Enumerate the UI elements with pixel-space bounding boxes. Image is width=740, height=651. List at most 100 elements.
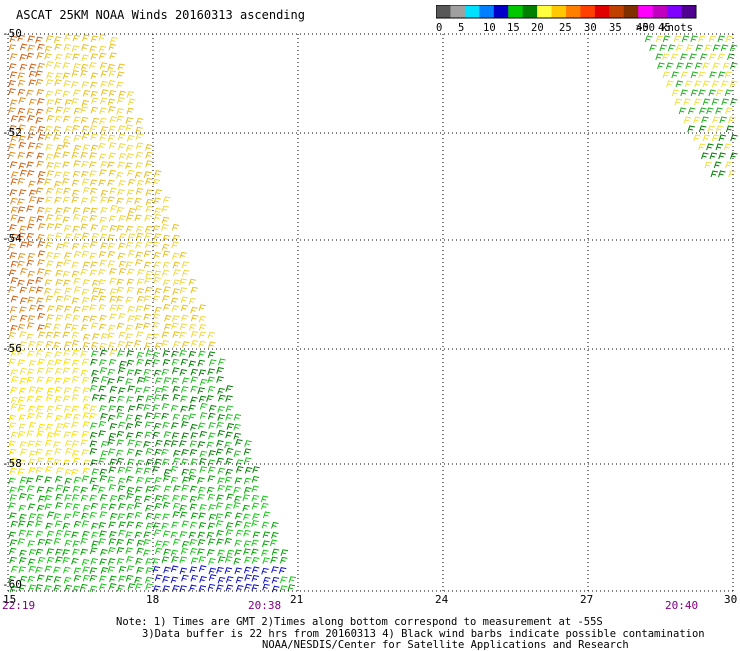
wind-barb xyxy=(72,540,80,548)
wind-barb xyxy=(100,196,108,204)
wind-barb xyxy=(217,387,225,395)
wind-barb xyxy=(18,529,27,537)
wind-barb xyxy=(37,556,46,564)
wind-barb xyxy=(662,35,671,43)
wind-barb xyxy=(45,340,54,348)
wind-barb xyxy=(73,160,81,167)
wind-barb xyxy=(181,421,189,428)
wind-barb xyxy=(116,278,124,286)
wind-barb xyxy=(82,467,90,475)
wind-barb xyxy=(154,189,163,196)
wind-barb xyxy=(8,63,17,70)
wind-barb xyxy=(718,170,726,178)
wind-barb xyxy=(154,287,162,295)
wind-barb xyxy=(162,540,170,548)
wind-barb xyxy=(9,189,18,196)
wind-barb xyxy=(46,486,54,494)
wind-barb xyxy=(26,170,35,177)
wind-barb xyxy=(19,549,27,557)
wind-barb xyxy=(71,468,79,476)
wind-barb xyxy=(35,395,43,403)
wind-barb xyxy=(80,215,89,223)
wind-barb xyxy=(55,314,63,322)
wind-barb xyxy=(53,152,61,159)
wind-barb xyxy=(90,558,98,565)
wind-barb xyxy=(36,504,45,512)
wind-barb xyxy=(181,484,189,492)
wind-barb xyxy=(687,107,696,115)
wind-barb xyxy=(243,457,252,464)
wind-barb xyxy=(62,367,71,375)
wind-barb xyxy=(107,80,116,87)
wind-barb xyxy=(81,512,89,520)
wind-barb xyxy=(55,187,63,195)
wind-barb xyxy=(197,359,205,367)
wind-barb xyxy=(161,205,169,213)
wind-barb xyxy=(72,511,80,518)
wind-barb xyxy=(127,315,135,322)
wind-barb xyxy=(71,261,79,269)
wind-barb xyxy=(135,431,144,439)
wind-barb xyxy=(217,576,226,584)
wind-barb xyxy=(224,511,233,519)
wind-barb xyxy=(190,314,199,322)
wind-barb xyxy=(127,249,136,257)
wind-barb xyxy=(144,241,153,249)
wind-barb xyxy=(53,162,62,169)
wind-barb xyxy=(208,450,216,457)
wind-barb xyxy=(116,449,124,457)
wind-barb xyxy=(199,378,208,386)
wind-barb xyxy=(89,440,98,448)
wind-barb xyxy=(108,125,117,133)
wind-barb xyxy=(136,278,145,286)
wind-barb xyxy=(126,565,135,572)
wind-barb xyxy=(109,512,118,520)
wind-barb xyxy=(683,116,692,124)
wind-speed-colorbar: 0 5 10 15 20 25 30 35 40 45 >50 knots xyxy=(436,5,697,34)
wind-barb xyxy=(181,269,190,277)
wind-barb xyxy=(117,189,125,196)
wind-barb xyxy=(63,224,72,232)
wind-barb xyxy=(279,556,288,564)
wind-barb xyxy=(46,260,54,268)
wind-barb xyxy=(82,333,91,341)
wind-barb xyxy=(235,439,243,446)
wind-barb xyxy=(163,377,171,384)
wind-barb xyxy=(109,295,118,303)
wind-barb xyxy=(17,232,26,240)
wind-barb xyxy=(226,549,235,557)
wind-barb xyxy=(126,503,135,511)
wind-barb xyxy=(117,477,126,485)
wind-barb xyxy=(28,548,37,556)
wind-barb xyxy=(244,440,252,447)
wind-barb xyxy=(171,350,179,358)
wind-barb xyxy=(64,233,73,241)
wind-barb xyxy=(108,90,117,97)
wind-barb xyxy=(71,179,80,187)
colorbar-swatch xyxy=(464,5,480,18)
wind-barb xyxy=(188,474,197,482)
wind-barb xyxy=(8,269,17,277)
wind-barb xyxy=(207,538,216,546)
wind-barb xyxy=(154,495,163,502)
wind-barb xyxy=(81,430,90,438)
wind-barb xyxy=(262,511,271,519)
wind-barb xyxy=(261,567,269,575)
wind-barb xyxy=(80,151,88,159)
wind-barb xyxy=(17,279,25,287)
wind-barb xyxy=(690,35,698,43)
wind-barb xyxy=(170,576,179,584)
wind-barb xyxy=(72,457,81,465)
wind-barb xyxy=(53,126,61,133)
wind-barb xyxy=(8,477,16,485)
wind-barb xyxy=(188,278,197,286)
wind-barb xyxy=(10,431,19,439)
wind-barb xyxy=(46,405,55,413)
wind-barb xyxy=(136,331,144,338)
wind-barb xyxy=(161,243,170,251)
wind-barb xyxy=(143,531,151,539)
wind-barb xyxy=(154,547,163,555)
wind-barb xyxy=(136,476,144,484)
wind-barb xyxy=(63,358,71,366)
wind-barb xyxy=(134,511,143,519)
